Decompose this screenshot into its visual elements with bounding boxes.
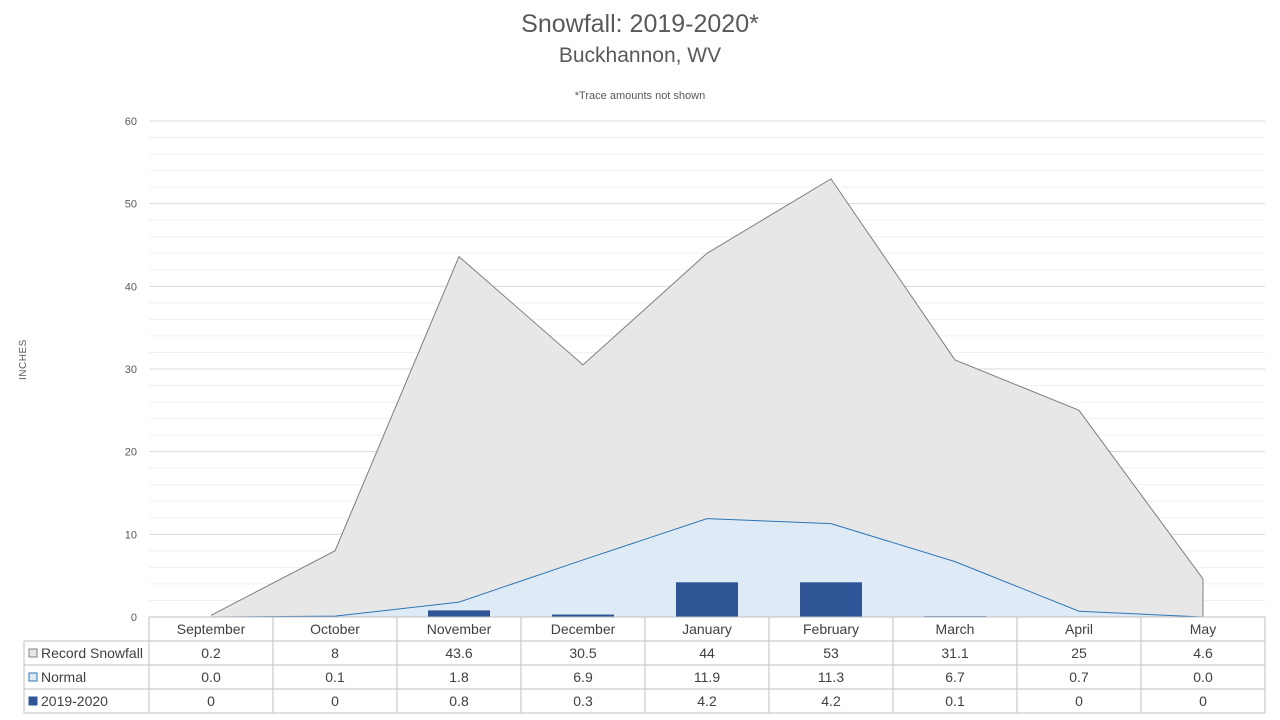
x-tick-label: January [682, 621, 732, 637]
chart-title: Snowfall: 2019-2020* [521, 10, 759, 38]
data-label: 30.5 [569, 645, 596, 661]
line-normal [210, 518, 1204, 618]
bar-november [428, 610, 490, 617]
data-label: 6.7 [945, 669, 965, 685]
legend-entry: Record Snowfall [41, 645, 143, 661]
x-tick-label: September [177, 621, 246, 637]
data-label: 25 [1071, 645, 1087, 661]
data-label: 8 [331, 645, 339, 661]
data-label: 0.0 [201, 669, 221, 685]
chart-note: *Trace amounts not shown [574, 90, 706, 102]
data-label: 0.2 [201, 645, 221, 661]
y-tick-label: 40 [125, 281, 137, 293]
legend-key [28, 696, 38, 706]
x-tick-label: March [936, 621, 975, 637]
data-label: 0.0 [1193, 669, 1213, 685]
data-label: 44 [699, 645, 715, 661]
data-label: 11.3 [818, 669, 844, 685]
data-label: 0 [207, 693, 215, 709]
y-tick-label: 30 [125, 364, 137, 376]
data-label: 6.9 [573, 669, 593, 685]
data-label: 0.7 [1069, 669, 1089, 685]
legend-entry: Normal [41, 669, 86, 685]
x-tick-label: April [1065, 621, 1093, 637]
bar-february [800, 582, 862, 617]
data-label: 31.1 [941, 645, 968, 661]
x-tick-label: December [551, 621, 616, 637]
y-tick-label: 10 [125, 529, 137, 541]
data-label: 0.1 [325, 669, 345, 685]
y-tick-label: 20 [125, 447, 137, 459]
x-tick-label: November [427, 621, 492, 637]
data-label: 0.3 [573, 693, 593, 709]
y-tick-label: 0 [131, 612, 137, 624]
y-tick-label: 60 [125, 116, 137, 128]
legend-key [28, 672, 38, 682]
area-normal [211, 518, 1203, 617]
data-label: 0.1 [945, 693, 965, 709]
legend-key [28, 648, 38, 658]
data-label: 0 [1075, 693, 1083, 709]
x-tick-label: February [803, 621, 859, 637]
x-tick-label: May [1190, 621, 1216, 637]
line-record-snowfall [210, 178, 1204, 616]
data-label: 4.6 [1193, 645, 1213, 661]
legend-entry: 2019-2020 [41, 693, 108, 709]
bar-january [676, 582, 738, 617]
x-tick-label: October [310, 621, 360, 637]
data-label: 0 [331, 693, 339, 709]
data-label: 1.8 [449, 669, 469, 685]
area-record-snowfall [211, 178, 1203, 617]
data-label: 11.9 [694, 669, 720, 685]
data-label: 4.2 [697, 693, 717, 709]
data-label: 0.8 [449, 693, 469, 709]
data-label: 0 [1199, 693, 1207, 709]
data-label: 53 [823, 645, 839, 661]
bar-december [552, 614, 614, 617]
data-label: 4.2 [821, 693, 841, 709]
y-tick-label: 50 [125, 199, 137, 211]
data-label: 43.6 [445, 645, 472, 661]
chart-subtitle: Buckhannon, WV [558, 44, 722, 67]
